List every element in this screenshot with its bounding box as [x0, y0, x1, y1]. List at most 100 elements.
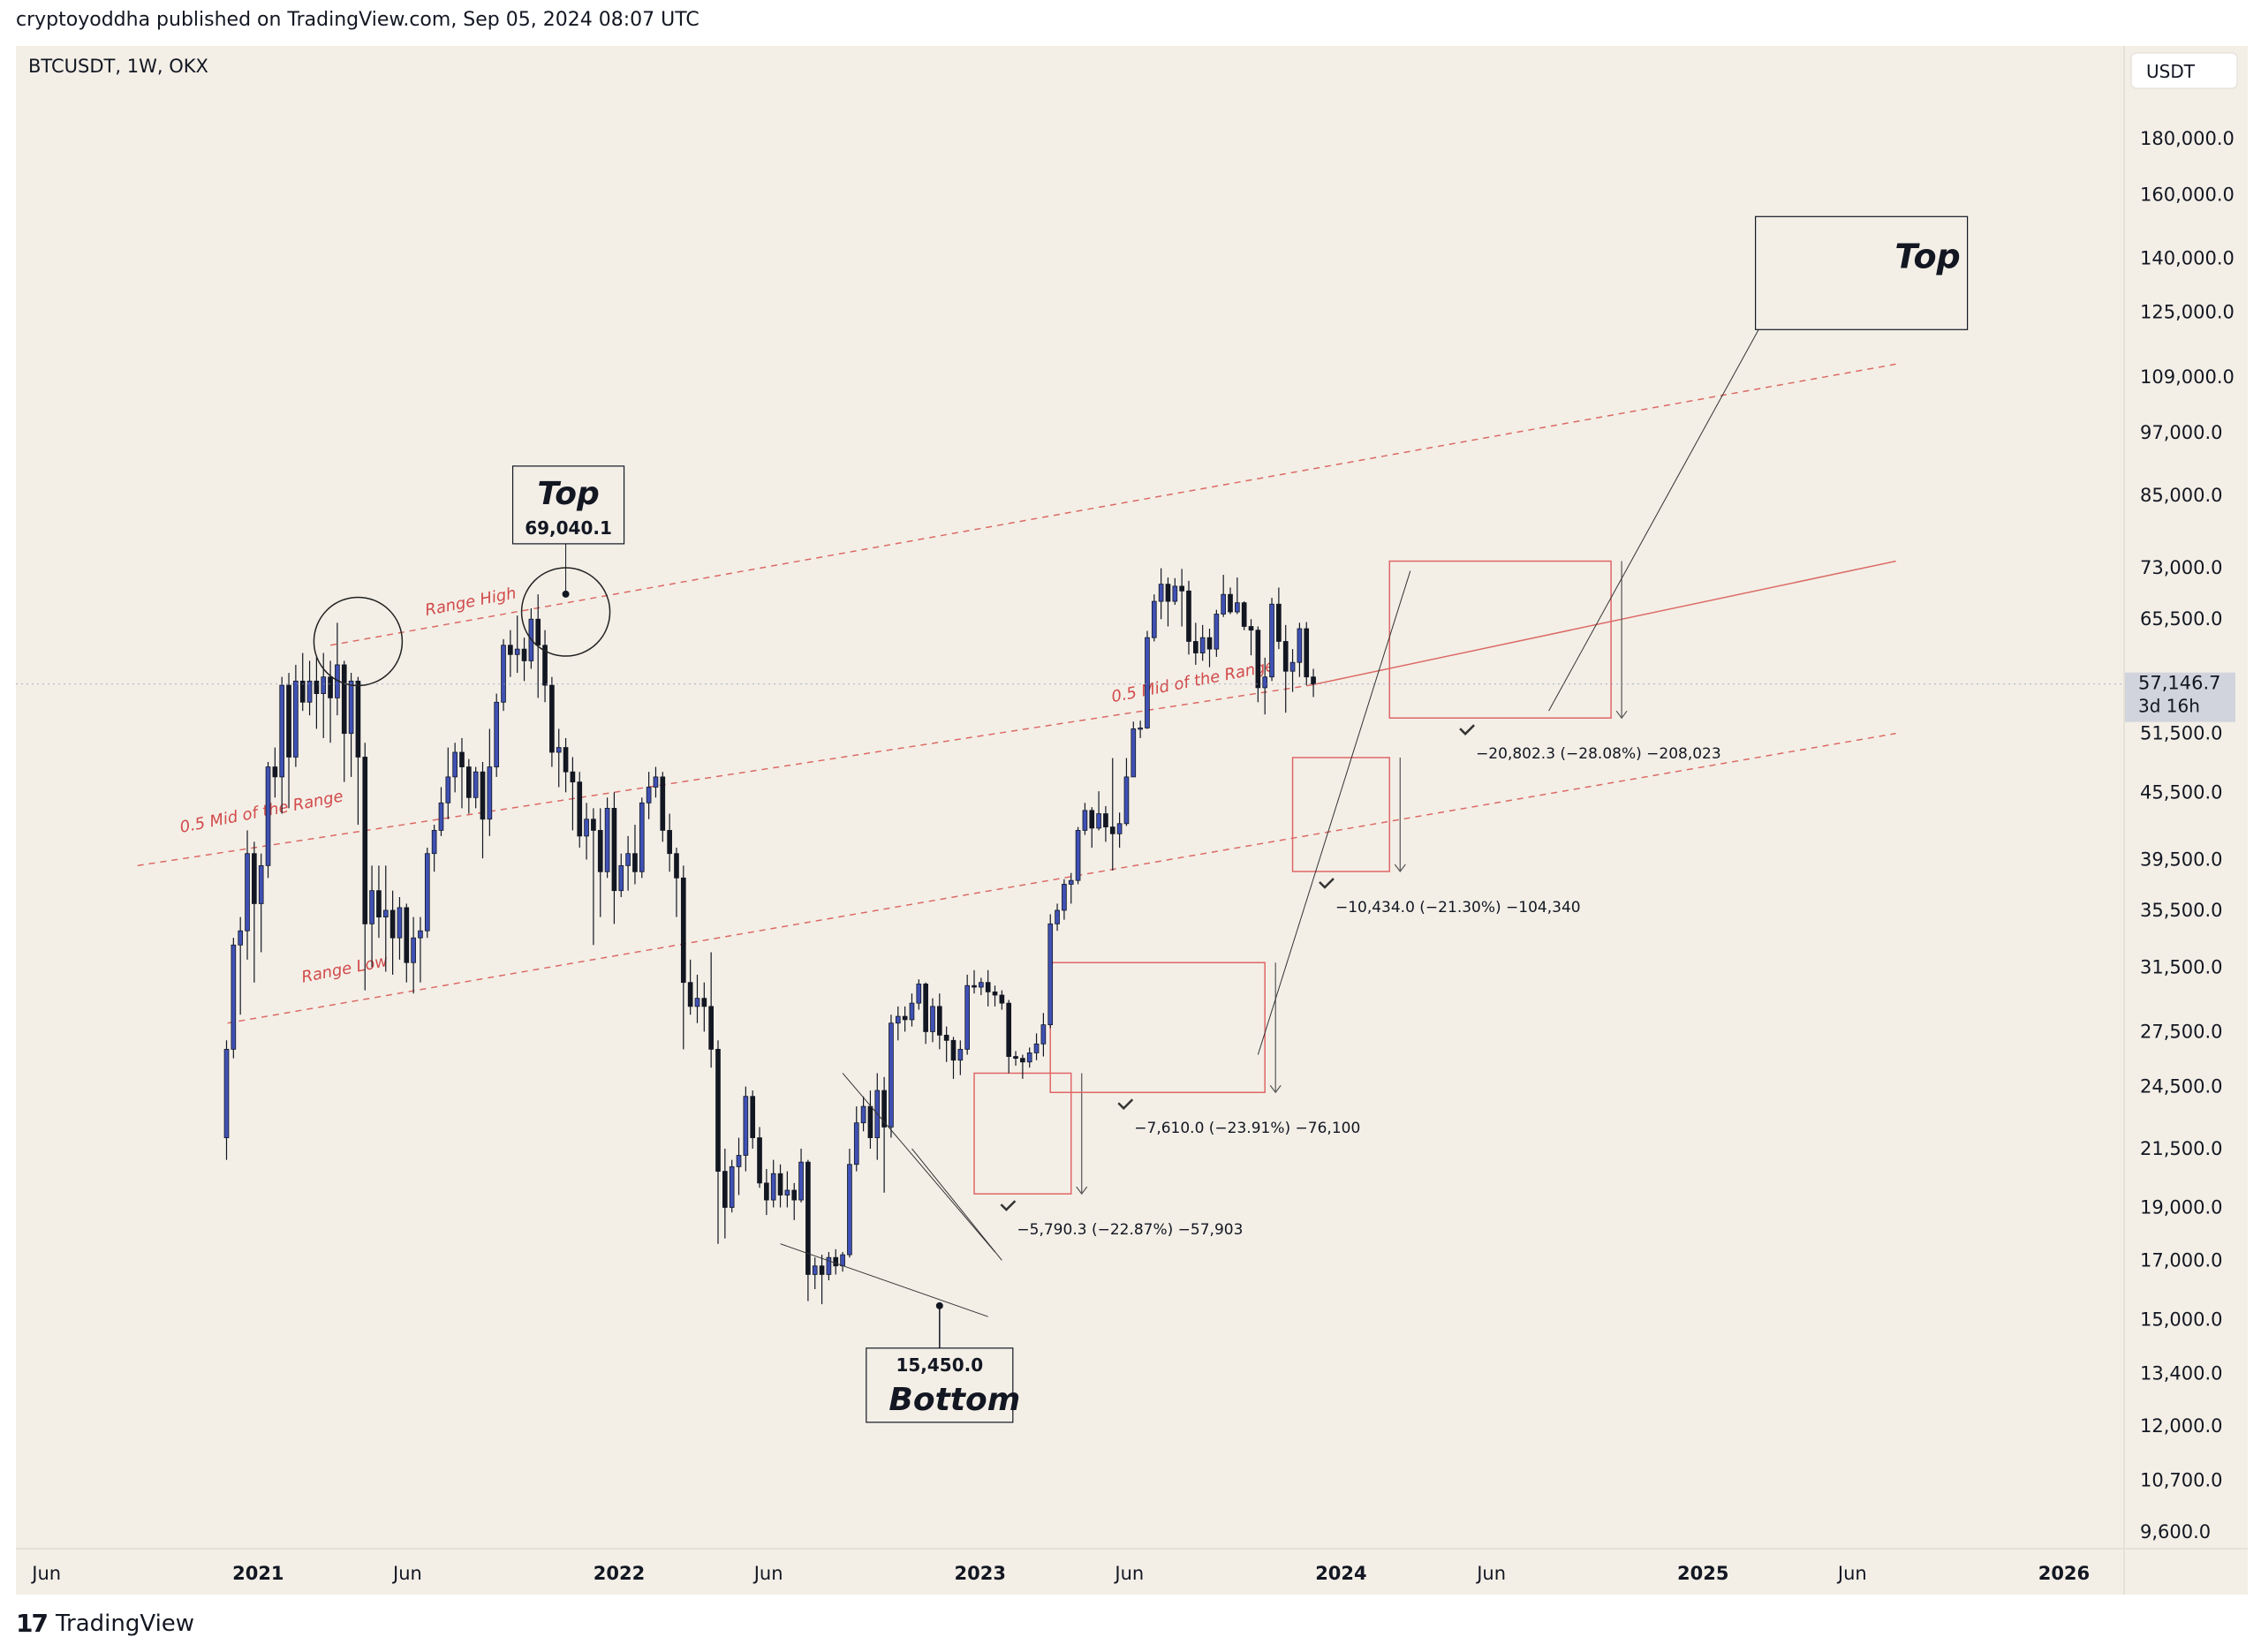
y-tick-label: 13,400.0 — [2140, 1362, 2223, 1384]
candle-body — [632, 853, 638, 872]
y-tick-label: 12,000.0 — [2140, 1415, 2223, 1437]
candle — [335, 622, 340, 716]
candle — [694, 974, 700, 1023]
candle-body — [1282, 641, 1289, 672]
candle — [736, 1137, 742, 1196]
candle-body — [1062, 884, 1067, 911]
candle-body — [1179, 585, 1184, 592]
annotation-dot — [935, 1301, 943, 1309]
currency-button[interactable] — [2130, 52, 2238, 89]
candle — [1206, 629, 1213, 668]
candle — [1033, 1033, 1040, 1060]
drawdown-label: −20,802.3 (−28.08%) −208,023 — [1476, 745, 1721, 763]
candle — [418, 917, 423, 983]
candle — [348, 673, 354, 777]
candle — [674, 848, 679, 917]
candle — [1297, 622, 1303, 677]
candle — [750, 1090, 756, 1149]
annotation-title: Top — [1894, 237, 1960, 275]
drawdown-label: −5,790.3 (−22.87%) −57,903 — [1017, 1221, 1243, 1239]
candle-body — [494, 701, 500, 767]
candle-body — [424, 853, 430, 932]
candle-body — [916, 984, 922, 1004]
candle-body — [1214, 614, 1220, 650]
candle — [889, 1015, 894, 1138]
candle — [445, 747, 451, 819]
candle-body — [1172, 585, 1178, 602]
candle-body — [293, 680, 299, 758]
projection-line — [1257, 570, 1411, 1055]
candle-body — [1262, 676, 1268, 689]
annotation-value: 69,040.1 — [525, 517, 612, 539]
candle — [833, 1248, 839, 1275]
candle — [936, 993, 942, 1050]
candle — [299, 653, 306, 712]
checkmark-icon — [1459, 724, 1475, 735]
candle — [743, 1086, 749, 1172]
candle — [369, 865, 374, 968]
candle-body — [895, 1015, 901, 1024]
candle-body — [508, 645, 513, 655]
candle — [1047, 914, 1054, 1029]
candle — [646, 772, 652, 819]
candle-body — [674, 853, 679, 879]
candle — [1109, 758, 1115, 871]
candle-body — [860, 1105, 866, 1124]
candle — [223, 1040, 230, 1160]
candle-body — [847, 1164, 852, 1256]
candle — [826, 1251, 832, 1280]
trend-line — [1310, 560, 1896, 686]
range-line-label: 0.5 Mid of the Range — [178, 787, 344, 836]
drawdown-box — [973, 1072, 1072, 1195]
candle — [1311, 668, 1316, 698]
candle — [1130, 721, 1137, 778]
candle-body — [306, 680, 313, 703]
candle-body — [853, 1122, 859, 1165]
candle — [943, 1026, 949, 1062]
y-tick-label: 73,000.0 — [2140, 557, 2223, 578]
candle — [1179, 569, 1184, 627]
candle — [708, 952, 714, 1068]
candle-body — [1158, 584, 1164, 602]
candle — [404, 903, 410, 983]
candle — [1138, 720, 1143, 738]
candle-body — [805, 1161, 811, 1275]
y-tick-label: 35,500.0 — [2140, 900, 2223, 921]
last-price-box — [2125, 672, 2235, 722]
candle-body — [355, 680, 361, 758]
candle-body — [1235, 602, 1240, 613]
candle-body — [964, 984, 970, 1050]
annotation-box — [511, 465, 625, 545]
candle-body — [231, 944, 237, 1050]
candle — [1123, 758, 1130, 826]
candle-body — [348, 680, 354, 735]
candle-body — [687, 982, 693, 1007]
candle — [577, 772, 583, 849]
candle — [1282, 624, 1289, 713]
annotation-title: Bottom — [889, 1382, 1020, 1418]
candle-body — [819, 1265, 825, 1275]
candle — [805, 1159, 811, 1301]
candle — [1262, 657, 1268, 715]
candle-body — [223, 1048, 230, 1138]
candle-body — [923, 984, 928, 1032]
candle-body — [245, 853, 250, 932]
candle — [1151, 594, 1157, 642]
candle — [279, 676, 285, 814]
x-tick-label: 2021 — [232, 1563, 284, 1584]
candle — [473, 766, 479, 809]
candle-body — [791, 1189, 798, 1201]
candle — [487, 728, 493, 836]
candle-body — [957, 1048, 964, 1061]
candle-body — [867, 1105, 873, 1138]
candle-body — [1020, 1058, 1025, 1063]
y-tick-label: 85,000.0 — [2140, 485, 2223, 506]
drawdown-box — [1049, 962, 1266, 1093]
candle-body — [299, 680, 306, 703]
annotation-title: Top — [537, 476, 599, 512]
candle — [1289, 649, 1296, 692]
candle — [972, 969, 977, 994]
candle — [480, 761, 486, 859]
drawdown-arrowhead — [1076, 1186, 1088, 1196]
